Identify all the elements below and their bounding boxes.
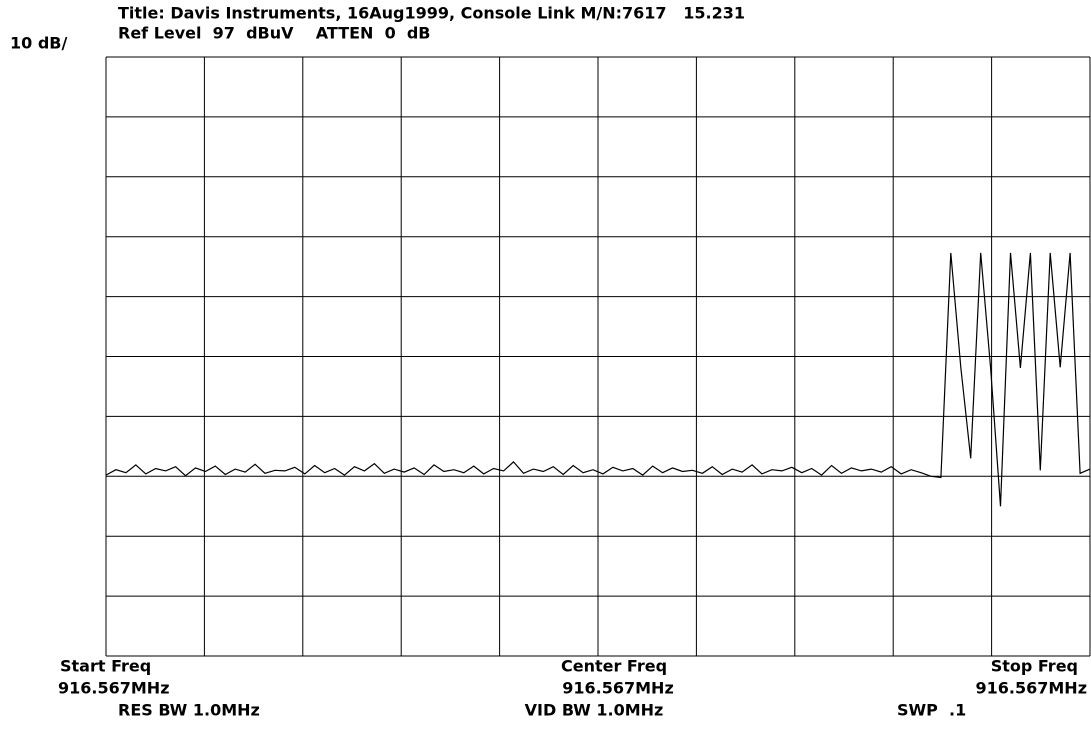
sweep: SWP .1	[897, 701, 966, 720]
trace	[105, 252, 1091, 507]
scale-label: 10 dB/	[10, 34, 67, 53]
res-bw: RES BW 1.0MHz	[118, 701, 260, 720]
vid-bw: VID BW 1.0MHz	[525, 701, 664, 720]
stop-label: Stop Freq	[991, 657, 1078, 676]
start-label: Start Freq	[60, 657, 151, 676]
chart-subtitle: Ref Level 97 dBuV ATTEN 0 dB	[118, 24, 430, 43]
chart-title: Title: Davis Instruments, 16Aug1999, Con…	[118, 4, 745, 23]
center-label: Center Freq	[561, 657, 667, 676]
start-value: 916.567MHz	[58, 679, 170, 698]
center-value: 916.567MHz	[562, 679, 674, 698]
stop-value: 916.567MHz	[976, 679, 1088, 698]
